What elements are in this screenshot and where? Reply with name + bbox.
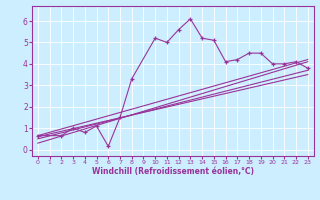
X-axis label: Windchill (Refroidissement éolien,°C): Windchill (Refroidissement éolien,°C) [92, 167, 254, 176]
